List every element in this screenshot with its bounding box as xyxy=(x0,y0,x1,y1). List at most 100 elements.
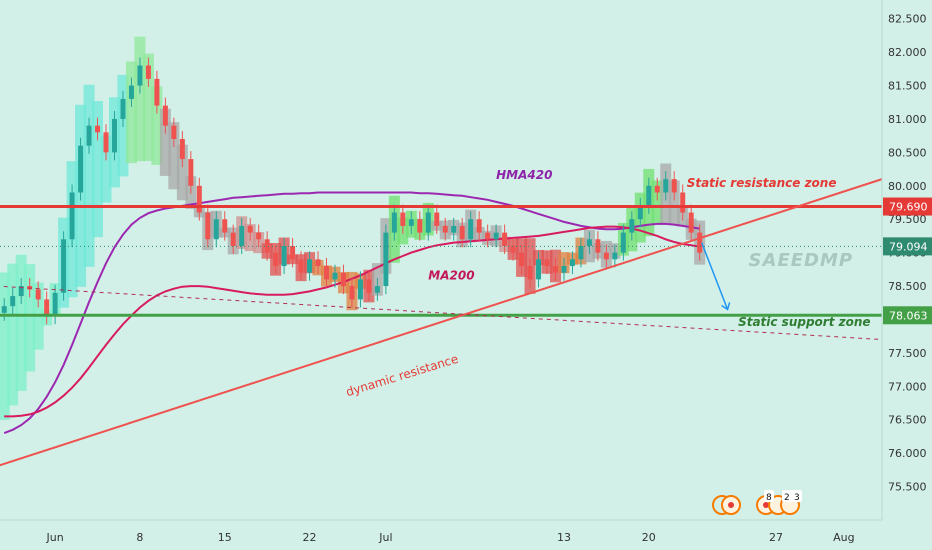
time-tick-label: 27 xyxy=(769,531,783,544)
event-icons[interactable]: 8 2 3 xyxy=(712,490,802,515)
candle-body xyxy=(569,259,575,267)
candle-body xyxy=(637,205,643,220)
candle-body xyxy=(417,219,423,233)
price-tick-label: 76.000 xyxy=(888,447,927,460)
forecast-arrow-head xyxy=(721,302,731,311)
candle-body xyxy=(646,185,652,206)
event-count-badge xyxy=(782,490,802,502)
candle-body xyxy=(629,219,635,233)
candle-body xyxy=(179,139,185,160)
candle-body xyxy=(256,232,262,240)
candle-body xyxy=(476,219,482,233)
price-tick-label: 75.500 xyxy=(888,481,927,494)
candle-body xyxy=(527,266,533,280)
candle-body xyxy=(145,65,151,79)
price-badge xyxy=(883,237,932,256)
price-tick-label: 77.500 xyxy=(888,347,927,360)
candle-body xyxy=(332,272,338,280)
ribbon-segment xyxy=(92,101,104,238)
candle-body xyxy=(663,179,669,193)
candle-body xyxy=(247,225,253,233)
candle-body xyxy=(52,292,58,317)
forecast-arrow[interactable] xyxy=(700,242,729,310)
candle-body xyxy=(188,159,194,186)
candle-body xyxy=(239,225,245,246)
candle-body xyxy=(544,259,550,267)
support-zone-label: Static support zone xyxy=(738,315,870,329)
candle-body xyxy=(44,299,50,317)
candle-body xyxy=(128,85,134,99)
time-axis[interactable] xyxy=(0,520,932,550)
ribbon-segment xyxy=(176,144,188,201)
lines-layer xyxy=(0,178,883,467)
price-tick-label: 82.000 xyxy=(888,46,927,59)
candle-body xyxy=(35,289,41,300)
time-tick-label: 20 xyxy=(642,531,656,544)
candle-body xyxy=(205,212,211,240)
candle-body xyxy=(349,286,355,300)
candle-body xyxy=(120,98,126,119)
candle-body xyxy=(425,212,431,233)
dashed-trend-line[interactable] xyxy=(0,285,883,341)
ma200-label: MA200 xyxy=(428,268,474,282)
candle-body xyxy=(442,225,448,233)
candle-body xyxy=(137,65,143,86)
candle-body xyxy=(391,212,397,233)
time-tick-label: Jul xyxy=(378,531,392,544)
event-count: 8 xyxy=(766,493,772,503)
time-tick-label: Jun xyxy=(46,531,64,544)
candle-body xyxy=(10,296,16,307)
candle-body xyxy=(561,266,567,273)
candle-body xyxy=(357,279,363,300)
candle-body xyxy=(273,252,279,267)
candle-body xyxy=(264,239,270,253)
candle-body xyxy=(620,232,626,253)
event-count-badge xyxy=(764,490,774,502)
trend-line[interactable] xyxy=(0,178,883,467)
price-tick-label: 79.500 xyxy=(888,213,927,226)
ribbon-segment xyxy=(0,272,10,421)
candle-body xyxy=(408,219,414,226)
candle-body xyxy=(69,192,75,240)
ribbon-segment xyxy=(134,36,146,162)
time-tick-label: 15 xyxy=(218,531,232,544)
event-count: 3 xyxy=(794,493,800,503)
candle-body xyxy=(586,239,592,246)
price-tick-label: 77.000 xyxy=(888,380,927,393)
price-badge xyxy=(883,197,932,216)
candle-body xyxy=(290,245,296,260)
candle-body xyxy=(222,219,228,233)
candle-body xyxy=(18,286,24,297)
price-axis[interactable] xyxy=(882,0,932,520)
price-tick-label: 80.500 xyxy=(888,146,927,159)
ribbon-segment xyxy=(668,180,680,225)
candle-body xyxy=(307,259,313,273)
price-tick-label: 76.500 xyxy=(888,414,927,427)
candle-body xyxy=(502,232,508,246)
candle-body xyxy=(1,306,7,313)
ribbon-segment xyxy=(7,263,19,406)
ribbon-segment xyxy=(159,108,171,176)
price-tick-label: 81.500 xyxy=(888,80,927,93)
price-tick-label: 80.000 xyxy=(888,180,927,193)
candle-body xyxy=(680,192,686,213)
candle-body xyxy=(603,252,609,260)
candle-body xyxy=(162,105,168,126)
time-axis-labels: Jun 8 15 22 Jul 13 20 27 Aug xyxy=(46,531,855,544)
candle-body xyxy=(697,232,703,253)
candle-body xyxy=(366,279,372,293)
candle-body xyxy=(451,225,457,233)
candle-body xyxy=(196,185,202,213)
candle-body xyxy=(315,259,321,267)
ribbon-segment xyxy=(100,135,112,203)
hma420-label: HMA420 xyxy=(496,168,552,182)
candle-body xyxy=(688,212,694,233)
candle-body xyxy=(213,219,219,240)
watermark: SAEEDMP xyxy=(749,250,854,271)
ribbon-segment xyxy=(142,53,154,161)
candle-body xyxy=(468,219,474,240)
candle-body xyxy=(111,118,117,153)
candle-body xyxy=(154,78,160,106)
price-badge xyxy=(883,306,932,325)
